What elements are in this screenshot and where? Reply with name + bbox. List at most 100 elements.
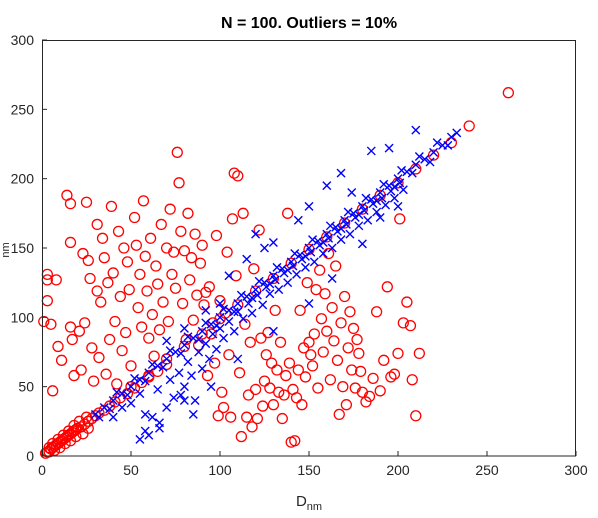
circle-data-point <box>381 281 393 293</box>
cross-data-point <box>325 221 335 231</box>
cross-data-point <box>162 402 172 412</box>
cross-data-point <box>229 326 239 336</box>
circle-data-point <box>50 274 62 286</box>
circle-data-point <box>107 267 119 279</box>
circle-data-point <box>397 317 409 329</box>
cross-data-point <box>183 332 193 342</box>
circle-data-point <box>235 430 248 443</box>
circle-data-point <box>45 318 57 330</box>
circle-data-point <box>189 228 201 240</box>
cross-data-point <box>446 132 456 142</box>
circle-data-point <box>212 410 224 422</box>
circle-data-point <box>274 336 287 348</box>
circle-data-point <box>326 301 338 314</box>
cross-data-point <box>252 290 262 300</box>
circle-data-point <box>354 365 367 378</box>
circle-data-point <box>111 378 123 390</box>
circle-data-point <box>230 270 242 282</box>
circle-data-point <box>271 364 283 376</box>
circle-data-point <box>427 149 440 161</box>
circle-data-point <box>351 333 363 346</box>
cross-data-point <box>215 298 225 308</box>
cross-data-point <box>377 193 387 203</box>
cross-data-point <box>283 278 293 288</box>
cross-data-point <box>247 293 257 303</box>
circle-data-point <box>130 239 142 251</box>
circle-data-point <box>171 146 183 158</box>
circle-data-point <box>200 286 212 299</box>
cross-data-point <box>258 300 268 310</box>
circle-data-point <box>196 239 208 251</box>
cross-data-point <box>219 333 229 343</box>
cross-data-point <box>242 254 252 264</box>
circle-data-point <box>310 283 322 296</box>
cross-data-point <box>105 404 115 414</box>
x-tick-label: 50 <box>123 462 139 478</box>
circle-data-point <box>155 218 167 231</box>
circle-data-point <box>103 333 116 346</box>
cross-data-point <box>197 364 207 374</box>
circle-data-point <box>410 410 422 422</box>
cross-data-point <box>135 375 145 385</box>
cross-data-point <box>309 257 319 267</box>
circle-data-point <box>178 245 191 257</box>
circle-data-point <box>260 349 272 361</box>
cross-data-point <box>384 143 394 153</box>
cross-data-point <box>375 188 385 198</box>
circle-data-point <box>315 313 328 325</box>
circle-data-point <box>75 364 87 376</box>
circle-data-point <box>143 369 155 382</box>
cross-data-point <box>162 336 172 346</box>
circle-data-point <box>333 408 345 421</box>
circle-data-point <box>239 318 251 330</box>
circle-data-point <box>289 435 301 447</box>
cross-data-point <box>327 243 337 253</box>
circle-data-point <box>262 326 274 339</box>
y-axis-label-subscript: nm <box>0 242 12 257</box>
cross-data-point <box>201 318 211 328</box>
circle-data-point <box>237 207 249 219</box>
cross-data-point <box>224 305 234 315</box>
circle-data-point <box>134 268 146 280</box>
circle-data-point <box>321 231 333 243</box>
x-tick-label: 100 <box>208 462 232 478</box>
circle-data-point <box>314 264 326 276</box>
circle-data-point <box>217 401 230 414</box>
y-tick-label: 250 <box>11 101 35 117</box>
cross-data-point <box>306 247 316 257</box>
circle-data-point <box>91 218 103 231</box>
cross-data-point <box>108 412 118 422</box>
circle-data-point <box>328 335 340 347</box>
cross-data-point <box>224 316 234 326</box>
cross-data-point <box>389 193 399 203</box>
circle-data-point <box>385 371 397 383</box>
cross-data-point <box>366 146 376 156</box>
x-axis-label: Dnm <box>296 493 322 513</box>
circle-data-point <box>48 444 61 457</box>
cross-data-point <box>176 390 186 400</box>
cross-data-point <box>452 128 462 138</box>
cross-data-point <box>395 178 405 188</box>
circle-data-point <box>214 313 226 325</box>
cross-data-point <box>411 160 421 170</box>
circle-data-point <box>225 411 237 423</box>
cross-data-point <box>279 268 289 278</box>
circle-data-point <box>182 207 194 219</box>
circle-data-point <box>249 383 262 396</box>
cross-data-point <box>336 235 346 245</box>
circle-data-point <box>360 396 372 408</box>
circle-data-point <box>232 170 244 182</box>
cross-data-point <box>117 389 127 399</box>
circle-data-point <box>406 374 418 386</box>
circle-data-point <box>80 411 93 423</box>
circle-data-point <box>169 282 182 294</box>
y-tick-label: 200 <box>11 171 35 187</box>
circle-data-point <box>299 371 312 383</box>
cross-data-point <box>238 314 248 324</box>
x-tick-label: 250 <box>475 462 499 478</box>
cross-data-point <box>341 219 351 229</box>
circle-data-point <box>175 225 187 238</box>
cross-data-point <box>158 362 168 372</box>
y-tick-label: 150 <box>11 240 35 256</box>
